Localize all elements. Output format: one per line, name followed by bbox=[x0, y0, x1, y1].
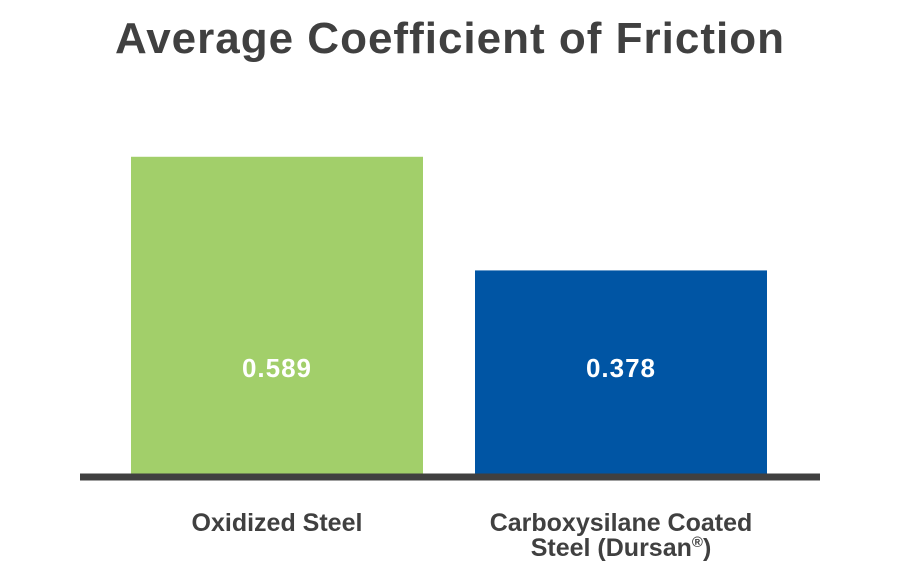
category-labels-group: Oxidized Steel Carboxysilane CoatedSteel … bbox=[192, 509, 753, 562]
category-label-2-close-paren: ) bbox=[703, 534, 711, 562]
category-label-1: Oxidized Steel bbox=[192, 509, 363, 537]
bar-1 bbox=[131, 156, 423, 474]
chart-title: Average Coefficient of Friction bbox=[115, 14, 785, 63]
category-label-2-line-2: Steel (Dursan®) bbox=[531, 534, 712, 562]
bar-value-label-1: 0.589 bbox=[242, 353, 312, 383]
category-label-2-text: Steel (Dursan bbox=[531, 534, 692, 562]
bar-2 bbox=[475, 270, 767, 474]
value-labels-group: 0.589 0.378 bbox=[242, 353, 656, 383]
category-label-2-line-1: Carboxysilane Coated bbox=[490, 509, 753, 537]
bar-value-label-2: 0.378 bbox=[586, 353, 656, 383]
bars-group bbox=[131, 156, 767, 474]
registered-mark: ® bbox=[692, 534, 703, 551]
